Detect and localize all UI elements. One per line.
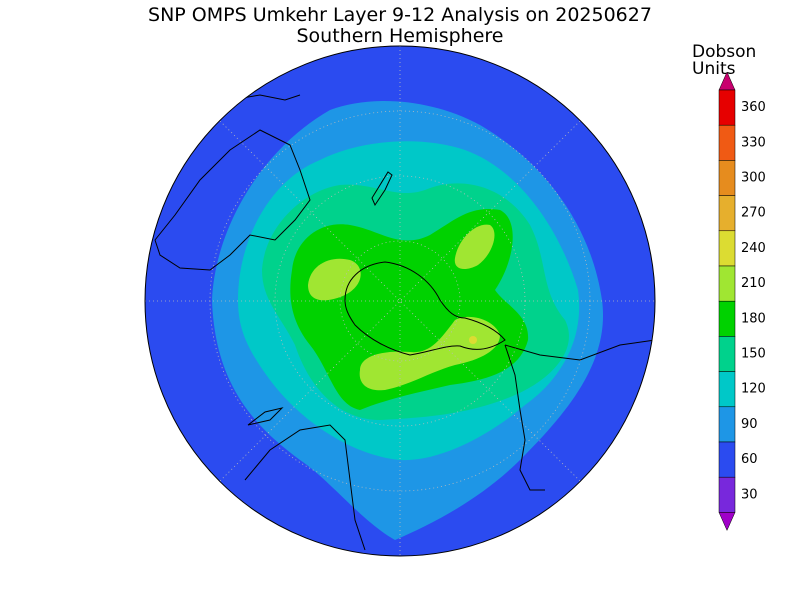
colorbar-tick-label: 150 xyxy=(741,347,766,362)
colorbar-label: Dobson xyxy=(692,42,756,62)
band-240-270 xyxy=(469,336,477,344)
coast-africa xyxy=(244,424,366,551)
map xyxy=(145,46,655,556)
graticule xyxy=(145,46,655,556)
colorbar-segment xyxy=(718,160,736,196)
band-210-240 xyxy=(308,258,361,301)
colorbar-tick-label: 360 xyxy=(741,100,766,115)
colorbar-segment xyxy=(718,124,736,161)
colorbar-under xyxy=(718,512,736,532)
colorbar-tick-label: 210 xyxy=(741,276,766,291)
colorbar-segment xyxy=(718,336,736,372)
band-210-240 xyxy=(359,316,500,391)
colorbar-tick-label: 330 xyxy=(741,135,766,150)
coast-antarctica xyxy=(344,261,506,356)
colorbar-segment xyxy=(718,476,736,513)
title: SNP OMPS Umkehr Layer 9-12 Analysis on 2… xyxy=(148,4,652,26)
colorbar-segment xyxy=(718,371,736,408)
subtitle: Southern Hemisphere xyxy=(296,25,503,47)
coast-australia xyxy=(154,129,311,271)
band-210-240 xyxy=(454,224,495,270)
colorbar-tick-label: 300 xyxy=(741,171,766,186)
coast-new-zealand xyxy=(371,171,393,207)
colorbar-segment xyxy=(718,230,736,267)
colorbar-segment xyxy=(718,89,736,126)
colorbar-segment xyxy=(718,441,736,478)
colorbar-tick-label: 30 xyxy=(741,487,758,502)
colorbar-tick-label: 270 xyxy=(741,206,766,221)
colorbar-tick-label: 180 xyxy=(741,311,766,326)
colorbar-segment xyxy=(718,300,736,337)
colorbar-segment xyxy=(718,265,736,302)
colorbar-segment xyxy=(718,406,736,443)
map-border xyxy=(144,45,656,557)
coast-south-america xyxy=(504,339,655,491)
colorbar: 360 330 300 270 240 210 180 150 120 90 60 30 xyxy=(718,71,766,532)
colorbar-tick-label: 60 xyxy=(741,452,758,467)
colorbar-segment xyxy=(718,195,736,232)
colorbar-label: Units xyxy=(692,59,736,79)
grid-circle xyxy=(339,240,461,362)
coastlines xyxy=(154,94,655,551)
colorbar-tick-label: 240 xyxy=(741,241,766,256)
colorbar-tick-label: 120 xyxy=(741,382,766,397)
coast-madagascar xyxy=(247,407,284,426)
colorbar-tick-label: 90 xyxy=(741,417,758,432)
